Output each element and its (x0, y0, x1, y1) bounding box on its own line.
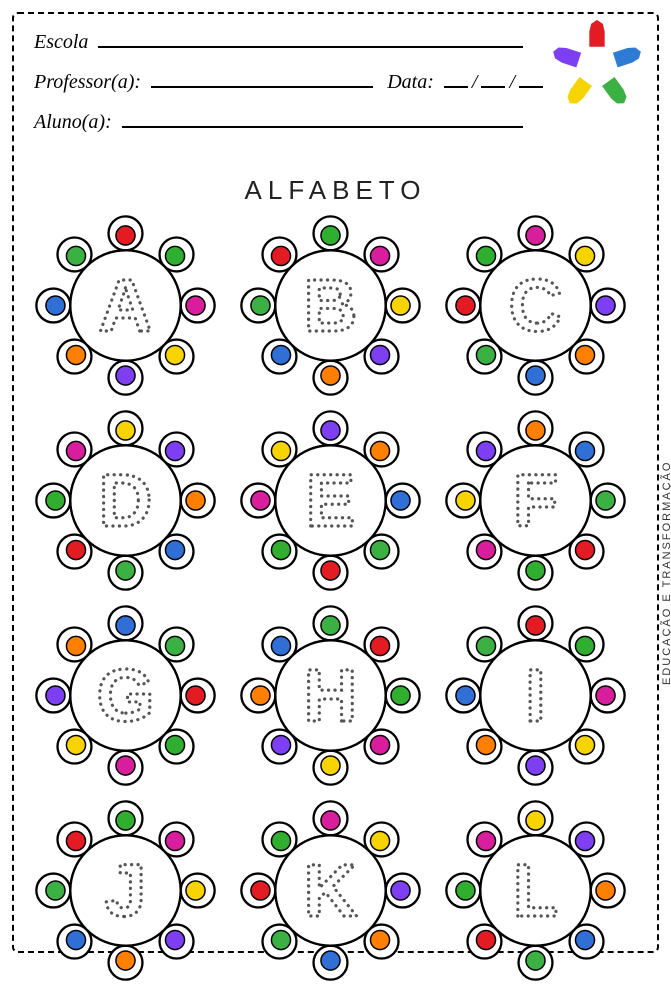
letter-flower-icon: G (30, 600, 221, 791)
svg-text:C: C (509, 264, 563, 347)
date-label: Data: (387, 71, 434, 94)
svg-text:J: J (105, 849, 146, 932)
letter-cell-b: B (235, 210, 426, 401)
letter-cell-f: F (440, 405, 631, 596)
letter-flower-icon: L (440, 795, 631, 986)
teacher-blank[interactable] (151, 68, 373, 88)
svg-text:D: D (99, 459, 153, 542)
letter-cell-l: L (440, 795, 631, 986)
school-label: Escola (34, 31, 88, 54)
side-credit: EDUCAÇÃO E TRANSFORMAÇÃO (661, 460, 671, 684)
letter-flower-icon: K (235, 795, 426, 986)
svg-text:B: B (304, 264, 358, 347)
svg-text:A: A (99, 264, 153, 347)
letter-flower-icon: C (440, 210, 631, 401)
svg-text:F: F (513, 459, 558, 542)
letter-flower-icon: J (30, 795, 221, 986)
letter-flower-icon: I (440, 600, 631, 791)
date-m[interactable] (481, 68, 505, 88)
letter-flower-icon: A (30, 210, 221, 401)
letter-cell-d: D (30, 405, 221, 596)
school-line: Escola (34, 28, 637, 54)
letter-cell-j: J (30, 795, 221, 986)
student-label: Aluno(a): (34, 111, 112, 134)
letter-flower-icon: F (440, 405, 631, 596)
letter-cell-a: A (30, 210, 221, 401)
student-blank[interactable] (122, 108, 523, 128)
svg-text:L: L (513, 849, 558, 932)
hands-logo-icon (549, 18, 645, 114)
teacher-label: Professor(a): (34, 71, 141, 94)
letter-cell-i: I (440, 600, 631, 791)
school-blank[interactable] (98, 28, 523, 48)
date-d[interactable] (444, 68, 468, 88)
date-y[interactable] (519, 68, 543, 88)
svg-text:K: K (304, 849, 358, 932)
svg-text:G: G (97, 654, 155, 737)
letter-flower-icon: B (235, 210, 426, 401)
svg-text:H: H (304, 654, 358, 737)
svg-text:E: E (306, 459, 356, 542)
letter-cell-c: C (440, 210, 631, 401)
student-line: Aluno(a): (34, 108, 637, 134)
letter-cell-k: K (235, 795, 426, 986)
letter-flower-icon: H (235, 600, 426, 791)
letter-flower-icon: E (235, 405, 426, 596)
teacher-date-line: Professor(a): Data: / / (34, 68, 637, 94)
svg-text:I: I (525, 654, 546, 737)
letter-cell-h: H (235, 600, 426, 791)
worksheet-title: ALFABETO (0, 175, 671, 206)
alphabet-grid: A B C D E F G H I (30, 210, 631, 941)
letter-cell-e: E (235, 405, 426, 596)
letter-cell-g: G (30, 600, 221, 791)
worksheet-header: Escola Professor(a): Data: / / Aluno(a): (34, 28, 637, 158)
letter-flower-icon: D (30, 405, 221, 596)
